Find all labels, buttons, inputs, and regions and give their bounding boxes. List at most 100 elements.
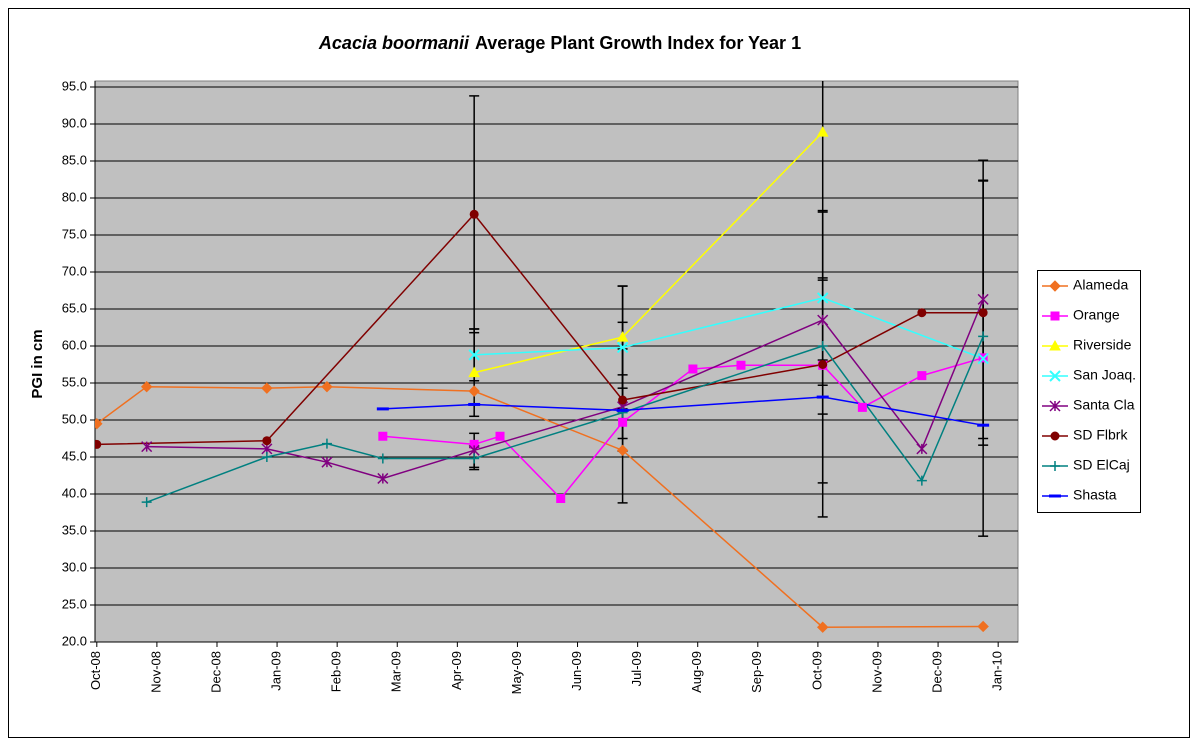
- marker: [978, 331, 989, 342]
- marker: [616, 341, 629, 354]
- legend-label: SD ElCaj: [1073, 457, 1130, 473]
- x-tick-label: Feb-09: [329, 651, 344, 692]
- legend-box: [1037, 270, 1141, 513]
- marker: [262, 436, 272, 446]
- marker: [977, 293, 989, 305]
- marker: [321, 456, 333, 468]
- marker: [469, 209, 479, 219]
- y-tick-label: 30.0: [62, 559, 87, 574]
- marker: [916, 475, 927, 486]
- legend-label: Shasta: [1073, 487, 1117, 503]
- chart-title: Acacia boormanii Average Plant Growth Ind…: [318, 33, 801, 53]
- marker: [816, 621, 829, 633]
- y-tick-label: 75.0: [62, 226, 87, 241]
- legend: Alameda Orange Riverside San Joaq. Santa Cla…: [1037, 270, 1141, 513]
- y-tick-label: 40.0: [62, 485, 87, 500]
- title-text: Average Plant Growth Index for Year 1: [475, 33, 801, 53]
- y-tick-label: 65.0: [62, 300, 87, 315]
- x-tick-label: Nov-09: [869, 651, 884, 693]
- y-tick-label: 70.0: [62, 263, 87, 278]
- x-tick-label: Nov-08: [148, 651, 163, 693]
- marker: [817, 341, 828, 351]
- marker: [618, 417, 628, 427]
- marker: [141, 441, 153, 453]
- series-line: [96, 385, 984, 628]
- marker: [321, 438, 332, 449]
- marker: [616, 331, 629, 342]
- y-tick-label: 50.0: [62, 411, 87, 426]
- x-tick-label: Dec-09: [930, 651, 945, 693]
- marker: [469, 453, 480, 464]
- marker: [140, 380, 153, 393]
- marker: [261, 382, 273, 394]
- y-tick-label: 95.0: [62, 78, 87, 93]
- x-tick-label: Jan-10: [990, 651, 1005, 691]
- marker: [261, 452, 272, 462]
- y-tick-label: 35.0: [62, 522, 87, 537]
- marker: [1049, 280, 1061, 292]
- marker: [736, 360, 746, 370]
- marker: [618, 395, 628, 405]
- y-tick-label: 85.0: [62, 152, 87, 167]
- marker: [321, 380, 333, 393]
- y-tick-label: 90.0: [62, 115, 87, 130]
- legend-label: Alameda: [1073, 277, 1128, 293]
- legend-label: Riverside: [1073, 337, 1132, 353]
- plot-layer: [95, 81, 990, 633]
- marker: [377, 472, 389, 484]
- marker: [978, 308, 988, 318]
- plot-area: [94, 80, 1019, 643]
- title-species: Acacia boormanii: [318, 33, 470, 53]
- marker: [688, 364, 698, 374]
- x-tick-label: Jan-09: [269, 651, 284, 691]
- x-tick-label: May-09: [509, 651, 524, 694]
- marker: [1049, 339, 1061, 351]
- marker: [468, 385, 480, 397]
- marker: [1050, 431, 1060, 441]
- legend-label: Santa Cla: [1073, 397, 1135, 413]
- x-tick-label: Jun-09: [569, 651, 584, 691]
- marker: [1050, 461, 1060, 471]
- marker: [95, 439, 102, 449]
- marker: [917, 308, 927, 318]
- marker: [378, 431, 388, 441]
- marker: [377, 453, 388, 464]
- marker: [817, 314, 829, 326]
- marker: [468, 366, 481, 378]
- x-tick-label: Dec-08: [208, 651, 223, 693]
- y-tick-label: 25.0: [62, 596, 87, 611]
- marker: [916, 443, 928, 455]
- marker: [468, 349, 480, 361]
- marker: [1050, 311, 1060, 321]
- marker: [141, 497, 152, 508]
- y-tick-label: 55.0: [62, 374, 87, 389]
- marker: [818, 360, 828, 369]
- x-tick-label: Jul-09: [629, 651, 644, 686]
- y-axis-title: PGI in cm: [29, 329, 46, 398]
- y-tick-label: 45.0: [62, 448, 87, 463]
- marker: [1049, 370, 1061, 382]
- legend-label: Orange: [1073, 307, 1120, 323]
- y-tick-label: 60.0: [62, 337, 87, 352]
- x-tick-label: Apr-09: [449, 651, 464, 690]
- x-tick-label: Mar-09: [389, 651, 404, 692]
- marker: [977, 620, 989, 633]
- x-tick-label: Oct-09: [809, 651, 824, 690]
- marker: [816, 126, 829, 137]
- y-tick-label: 20.0: [62, 633, 87, 648]
- marker: [857, 402, 867, 412]
- marker: [495, 431, 505, 441]
- series-line: [474, 297, 984, 360]
- x-tick-label: Aug-09: [689, 651, 704, 693]
- marker: [556, 493, 566, 503]
- x-tick-label: Oct-08: [88, 651, 103, 690]
- marker: [816, 292, 829, 304]
- marker: [977, 352, 989, 365]
- marker: [616, 444, 629, 457]
- x-tick-label: Sep-09: [749, 651, 764, 693]
- legend-label: San Joaq.: [1073, 367, 1136, 383]
- marker: [1049, 400, 1061, 412]
- y-tick-label: 80.0: [62, 189, 87, 204]
- legend-label: SD Flbrk: [1073, 427, 1128, 443]
